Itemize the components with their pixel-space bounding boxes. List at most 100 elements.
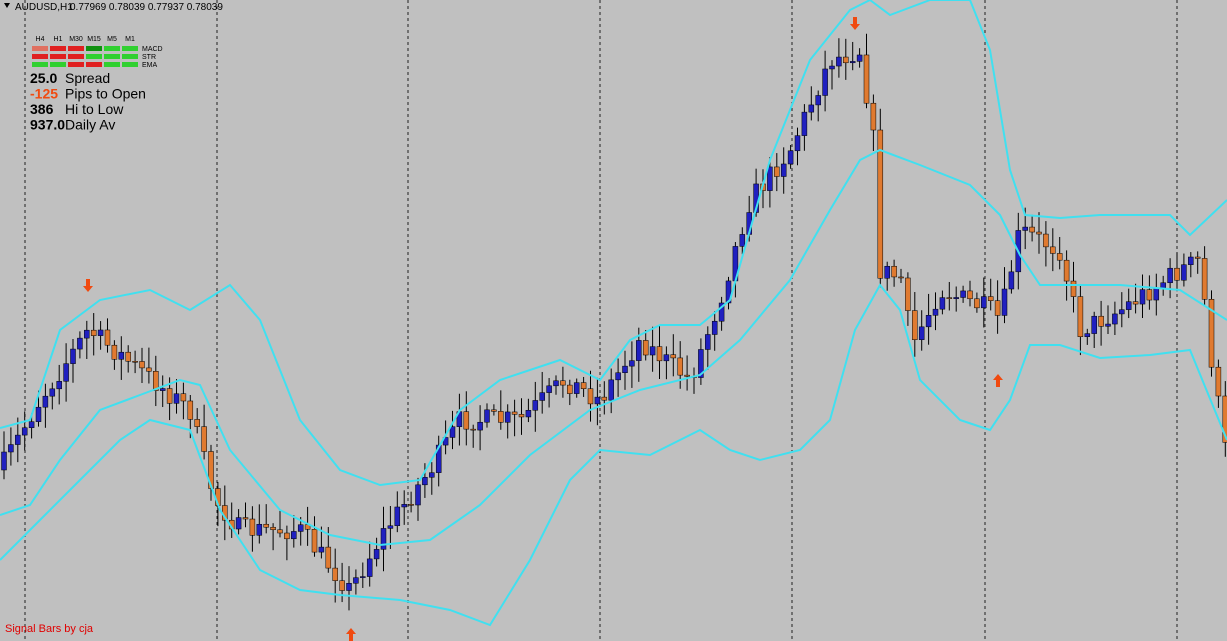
candle-body [953, 297, 959, 299]
candle-body [718, 302, 725, 322]
bollinger-bands [0, 0, 1227, 627]
signal-cell [68, 46, 84, 51]
candle-body [960, 290, 966, 298]
candle-body [311, 529, 318, 553]
candle-body [739, 234, 746, 247]
timeframe-label: M1 [125, 36, 135, 43]
candle-body [863, 54, 870, 104]
candle-body [429, 472, 435, 478]
candle-body [1098, 315, 1104, 327]
signal-cell [86, 62, 102, 67]
signal-cell [122, 62, 138, 67]
upper-band [0, 0, 1227, 487]
candle-body [877, 129, 884, 279]
candle-body [939, 297, 946, 310]
candle-body [353, 577, 359, 584]
candle-body [1160, 282, 1166, 289]
signal-cell [68, 54, 84, 59]
candle-body [484, 409, 490, 423]
candle-body [670, 354, 677, 359]
candle-body [905, 277, 911, 311]
candle-body [1112, 313, 1118, 325]
candle-body [104, 329, 111, 346]
down-arrow [83, 279, 93, 292]
candle-body [843, 56, 849, 64]
candle-body [449, 426, 456, 438]
middle-band [0, 148, 1227, 547]
candle-body [677, 357, 683, 376]
candle-body [84, 329, 90, 339]
candle-body [153, 371, 159, 391]
candle-body [173, 393, 180, 404]
candle-body [608, 379, 614, 401]
candle-body [1091, 315, 1097, 334]
candle-body [242, 517, 249, 520]
candle-body [1070, 280, 1077, 297]
candle-body [636, 340, 642, 361]
candle-body [366, 558, 373, 577]
signal-cell [122, 54, 138, 59]
candle-body [1201, 258, 1208, 300]
candle-body [1119, 309, 1125, 315]
candle-body [339, 580, 345, 591]
stat-value: 937.0 [30, 117, 65, 133]
candle-body [28, 421, 35, 428]
signal-cell [104, 62, 120, 67]
lower-band [0, 283, 1227, 627]
candle-body [1022, 226, 1028, 231]
candle-body [270, 526, 276, 531]
stats: 25.0 Spread -125 Pips to Open 386 Hi to Low93… [30, 70, 146, 133]
stat-value: 386 [30, 101, 54, 117]
candle-body [63, 363, 69, 382]
candle-body [808, 104, 815, 113]
stat-value: 25.0 [30, 70, 57, 86]
candle-body [898, 276, 904, 279]
candle-body [194, 419, 200, 427]
candle-body [1084, 333, 1091, 338]
candle-body [401, 504, 407, 508]
candle-body [1181, 264, 1187, 281]
candle-body [56, 381, 62, 390]
candle-body [663, 354, 670, 362]
candle-body [553, 380, 559, 387]
candle-body [1222, 395, 1227, 443]
stat-label: Hi to Low [65, 101, 124, 117]
candle-body [132, 360, 138, 363]
candle-body [698, 349, 704, 378]
candle-body [373, 549, 380, 560]
candle-body [49, 388, 56, 397]
timeframe-label: M5 [107, 36, 117, 43]
candle-body [8, 444, 14, 453]
candle-body [498, 411, 504, 423]
candle-body [525, 410, 532, 418]
quotes: 0.77969 0.78039 0.77937 0.78039 [70, 2, 223, 13]
candle-body [291, 531, 297, 540]
candle-body [801, 111, 808, 136]
signal-cell [104, 46, 120, 51]
candle-body [642, 340, 649, 356]
period-separators [24, 0, 1178, 641]
candle-body [1056, 253, 1063, 261]
candle-body [601, 396, 608, 401]
candle-body [546, 385, 552, 393]
candle-body [946, 297, 953, 299]
timeframe-label: M30 [69, 36, 83, 43]
candle-body [511, 411, 518, 415]
stat-value: -125 [30, 86, 58, 102]
candle-body [580, 382, 587, 389]
candle-body [836, 56, 842, 67]
candle-body [201, 426, 207, 452]
candle-body [684, 374, 690, 377]
candle-body [1001, 288, 1008, 316]
signal-cell [68, 62, 84, 67]
candle-body [1174, 267, 1180, 281]
candle-body [284, 532, 290, 540]
indicator-label: MACD [142, 46, 163, 53]
timeframe-label: H4 [36, 36, 45, 43]
candle-body [1215, 366, 1222, 397]
candle-body [235, 517, 242, 530]
signal-cell [86, 54, 102, 59]
candle-body [35, 406, 42, 422]
candle-body [622, 365, 628, 373]
